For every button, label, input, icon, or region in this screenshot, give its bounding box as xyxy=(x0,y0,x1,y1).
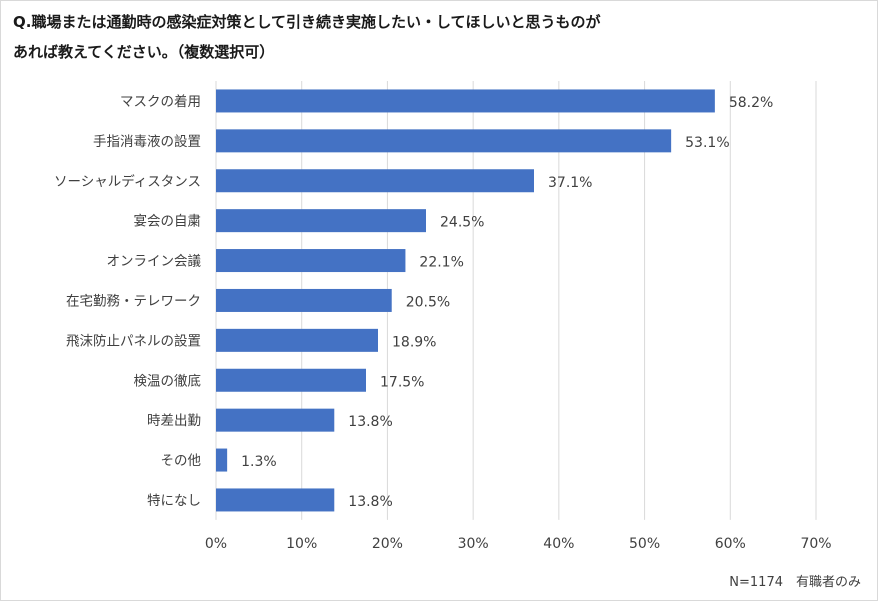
category-label: 手指消毒液の設置 xyxy=(93,134,201,150)
x-tick-label: 10% xyxy=(286,536,317,552)
value-label: 1.3% xyxy=(241,454,277,470)
x-tick-label: 70% xyxy=(800,536,831,552)
category-label: 時差出勤 xyxy=(147,413,201,429)
bar xyxy=(216,169,534,193)
category-label: オンライン会議 xyxy=(107,253,202,270)
category-label: マスクの着用 xyxy=(120,93,201,110)
category-label: 飛沫防止パネルの設置 xyxy=(66,333,201,349)
value-label: 13.8% xyxy=(348,414,392,430)
category-label: 検温の徹底 xyxy=(134,373,202,389)
value-label: 18.9% xyxy=(392,334,436,350)
category-label: 在宅勤務・テレワーク xyxy=(66,293,201,309)
value-label: 22.1% xyxy=(419,255,463,271)
bar xyxy=(216,408,335,432)
chart-title-line-1: Q.職場または通勤時の感染症対策として引き続き実施したい・してほしいと思うものが xyxy=(13,13,601,31)
bar xyxy=(216,488,335,512)
chart-title-line-2: あれば教えてください。（複数選択可） xyxy=(13,43,275,61)
category-label: 特になし xyxy=(147,493,201,509)
category-label: その他 xyxy=(161,453,202,469)
bar xyxy=(216,89,715,113)
bar xyxy=(216,129,672,153)
value-label: 24.5% xyxy=(440,215,484,231)
category-label: ソーシャルディスタンス xyxy=(54,173,201,190)
value-label: 13.8% xyxy=(348,494,392,510)
value-label: 17.5% xyxy=(380,374,424,390)
bar xyxy=(216,328,378,352)
value-label: 20.5% xyxy=(406,294,450,310)
x-tick-label: 0% xyxy=(205,536,227,552)
x-tick-label: 50% xyxy=(629,536,660,552)
bar xyxy=(216,368,366,392)
value-label: 53.1% xyxy=(685,135,729,151)
x-tick-label: 40% xyxy=(543,536,574,552)
bar xyxy=(216,448,228,472)
x-tick-label: 20% xyxy=(372,536,403,552)
value-label: 58.2% xyxy=(729,95,773,111)
bar xyxy=(216,249,406,273)
sample-size-note: N=1174 有職者のみ xyxy=(729,575,861,590)
category-label: 宴会の自粛 xyxy=(134,213,202,230)
bar xyxy=(216,288,392,312)
x-tick-label: 60% xyxy=(715,536,746,552)
bar xyxy=(216,209,426,233)
x-tick-label: 30% xyxy=(458,536,489,552)
value-label: 37.1% xyxy=(548,175,592,191)
